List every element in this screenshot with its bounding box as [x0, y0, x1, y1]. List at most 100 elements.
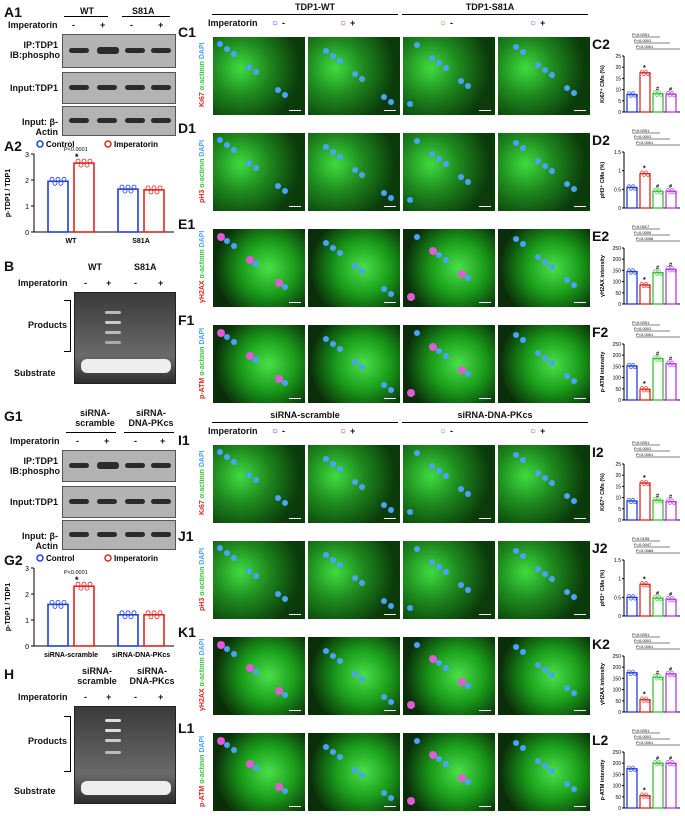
bar: [143, 189, 165, 233]
micrograph: [402, 132, 496, 212]
nucleus: [571, 786, 577, 792]
nucleus: [330, 341, 336, 347]
bar: [652, 190, 664, 209]
grid-imperatorin-label-b: Imperatorin: [208, 426, 258, 436]
micrograph: [402, 732, 496, 812]
y-tick-label: 0: [618, 518, 621, 524]
treat-plus: +: [106, 278, 112, 288]
significance-star: *: [643, 166, 646, 173]
stain-label: p-ATM: [199, 375, 206, 399]
row-label-ph3: pH3 α-actinin DAPI: [199, 132, 206, 210]
panel-label-a1: A1: [4, 4, 22, 20]
p-value: P<0.0001: [634, 326, 652, 331]
nucleus: [337, 754, 343, 760]
data-point: [81, 158, 87, 164]
data-point: [655, 500, 659, 504]
nucleus: [465, 371, 471, 377]
p-value: P<0.0001: [634, 134, 652, 139]
p-value: P<0.0001: [636, 140, 654, 145]
nucleus: [407, 797, 415, 805]
data-point: [122, 188, 128, 194]
data-point: [81, 581, 87, 587]
p-value: P<0.0001: [632, 320, 650, 325]
significance-star: *: [643, 475, 646, 482]
data-point: [655, 93, 659, 97]
legend-marker: [104, 140, 112, 148]
data-point: [125, 610, 131, 616]
data-point: [157, 185, 163, 191]
panel-label-k2: K2: [592, 636, 610, 652]
row-label-patm: p-ATM α-actinin DAPI: [199, 324, 206, 402]
nucleus: [275, 783, 283, 791]
y-tick-label: 20: [615, 473, 621, 479]
nucleus: [513, 548, 519, 554]
nucleus: [231, 459, 237, 465]
nucleus: [381, 790, 387, 796]
nucleus: [535, 62, 541, 68]
p-value: P<0.0001: [634, 638, 652, 643]
data-point: [672, 673, 676, 678]
bar: [665, 500, 677, 521]
nucleus: [337, 250, 343, 256]
significance-star: *: [643, 576, 646, 583]
nucleus: [388, 387, 394, 393]
data-point: [653, 90, 657, 94]
imperatorin-label: Imperatorin: [8, 20, 58, 30]
scale-bar: [479, 518, 491, 519]
hash-marker: #: [656, 352, 659, 358]
nucleus: [323, 144, 329, 150]
nucleus: [458, 582, 464, 588]
nucleus: [231, 747, 237, 753]
nucleus: [513, 140, 519, 146]
data-point: [633, 768, 637, 772]
scale-bar: [574, 398, 586, 399]
p-value: P<0.0001: [634, 446, 652, 451]
bar: [652, 762, 664, 809]
bar: [47, 603, 69, 647]
hash-marker: #: [656, 591, 659, 597]
nucleus: [465, 179, 471, 185]
legend-imperatorin-s81a: ○ +: [530, 18, 546, 29]
panel-label-a2: A2: [4, 138, 22, 154]
blot-ip-phospho: [62, 34, 176, 68]
treat-minus: -: [134, 692, 137, 702]
nucleus: [458, 174, 464, 180]
data-point: [627, 184, 631, 188]
p-value: P=0.0006: [636, 236, 654, 241]
data-point: [642, 72, 646, 76]
data-point: [672, 501, 676, 505]
data-point: [670, 90, 674, 95]
nucleus: [253, 357, 259, 363]
nucleus: [330, 653, 336, 659]
nucleus: [246, 256, 254, 264]
bar: [626, 93, 638, 113]
nucleus: [224, 550, 230, 556]
data-point: [52, 180, 58, 186]
significance-star: *: [643, 65, 646, 72]
nucleus: [465, 491, 471, 497]
p-value: P<0.0001: [636, 44, 654, 49]
nucleus: [330, 53, 336, 59]
bar: [73, 162, 95, 233]
legend-control-dnapkcs: ○ -: [440, 426, 454, 437]
nucleus: [388, 507, 394, 513]
nucleus: [542, 667, 548, 673]
nucleus: [359, 172, 365, 178]
data-point: [657, 355, 661, 359]
micrograph: [212, 540, 306, 620]
panel-label-i2: I2: [592, 444, 604, 460]
nucleus: [520, 457, 526, 463]
data-point: [640, 170, 644, 174]
data-point: [145, 610, 151, 616]
data-point: [631, 362, 635, 367]
panel-label-c1: C1: [178, 24, 196, 40]
bar: [639, 284, 651, 305]
gel-imperatorin-label: Imperatorin: [18, 278, 68, 288]
nucleus: [542, 763, 548, 769]
scale-bar: [479, 710, 491, 711]
nucleus: [388, 603, 394, 609]
data-point: [646, 72, 650, 76]
y-tick-label: 15: [615, 76, 621, 82]
y-tick-label: 200: [613, 761, 622, 767]
legend-label: Control: [46, 140, 74, 149]
